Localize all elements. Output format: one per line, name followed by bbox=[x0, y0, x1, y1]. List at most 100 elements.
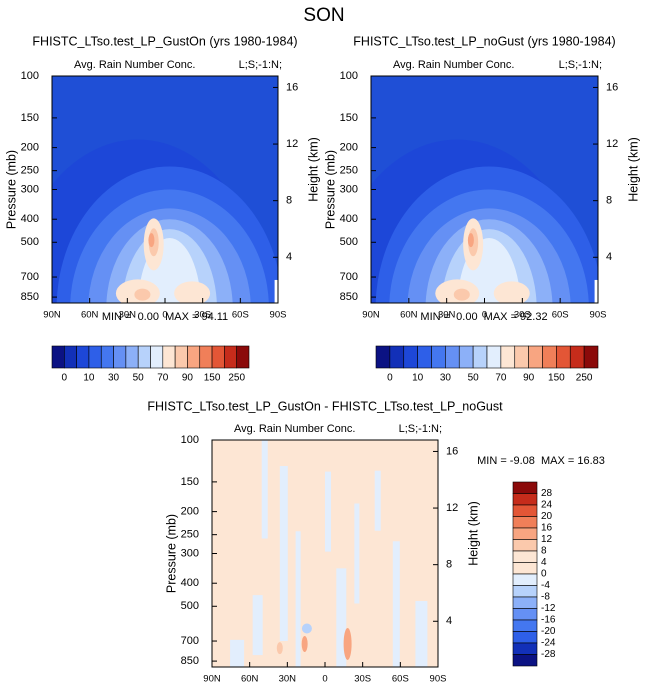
colorbar-label: 250 bbox=[576, 373, 593, 384]
colorbar-label: 50 bbox=[468, 373, 480, 384]
x-tick-label: 60S bbox=[392, 674, 409, 685]
x-tick-label: 0 bbox=[162, 310, 167, 321]
colorbar-box bbox=[514, 345, 529, 369]
colorbar-label: 0 bbox=[387, 373, 393, 384]
x-tick-label: 60S bbox=[232, 310, 249, 321]
colorbar-box bbox=[375, 345, 391, 369]
colorbar-box bbox=[512, 596, 538, 609]
colorbar-label: 50 bbox=[133, 373, 145, 384]
contour-band bbox=[453, 288, 470, 301]
contour-band bbox=[415, 601, 428, 667]
colorbar-box bbox=[500, 345, 516, 369]
colorbar-label: 4 bbox=[541, 557, 547, 568]
colorbar-label: -16 bbox=[541, 615, 556, 626]
y-tick-label: 150 bbox=[181, 476, 199, 488]
x-tick-label: 90N bbox=[43, 310, 61, 321]
y-tick-label: 200 bbox=[181, 506, 199, 518]
y2-tick-label: 4 bbox=[286, 251, 292, 263]
contour-band bbox=[148, 233, 155, 248]
y-tick-label: 700 bbox=[181, 635, 199, 647]
colorbar-box bbox=[569, 345, 585, 369]
x-tick-label: 60N bbox=[400, 310, 418, 321]
y-tick-label: 250 bbox=[181, 529, 199, 541]
contour-band bbox=[134, 288, 151, 301]
colorbar-box bbox=[556, 345, 571, 369]
y2-tick-label: 16 bbox=[606, 81, 618, 93]
y-axis-label: Pressure (mb) bbox=[323, 150, 337, 229]
contour-band bbox=[301, 623, 312, 634]
colorbar-box bbox=[174, 345, 188, 369]
colorbar-box bbox=[512, 573, 538, 586]
colorbar-box bbox=[512, 550, 538, 563]
colorbar-box bbox=[431, 345, 446, 369]
colorbar-label: -4 bbox=[541, 580, 550, 591]
colorbar-box bbox=[389, 345, 405, 369]
colorbar-box bbox=[512, 527, 538, 540]
y2-tick-label: 12 bbox=[286, 138, 298, 150]
y-tick-label: 850 bbox=[340, 291, 358, 303]
panel-title: FHISTC_LTso.test_LP_GustOn - FHISTC_LTso… bbox=[147, 399, 503, 413]
colorbar-label: 90 bbox=[182, 373, 194, 384]
contour-band bbox=[493, 281, 530, 303]
y-tick-label: 300 bbox=[21, 183, 39, 195]
colorbar-box bbox=[137, 345, 151, 369]
colorbar-label: 8 bbox=[541, 546, 547, 557]
right-string: L;S;-1:N; bbox=[559, 59, 602, 71]
x-tick-label: 30N bbox=[438, 310, 456, 321]
y2-tick-label: 8 bbox=[286, 195, 292, 207]
colorbar-box bbox=[512, 516, 538, 529]
y-tick-label: 100 bbox=[340, 70, 358, 82]
colorbar-label: -28 bbox=[541, 649, 556, 660]
colorbar-box bbox=[100, 345, 114, 369]
y-tick-label: 850 bbox=[181, 655, 199, 667]
colorbar-label: 10 bbox=[412, 373, 424, 384]
y2-tick-label: 4 bbox=[446, 615, 452, 627]
colorbar-label: 250 bbox=[228, 373, 245, 384]
x-tick-label: 90N bbox=[362, 310, 380, 321]
x-tick-label: 30S bbox=[354, 674, 371, 685]
y-tick-label: 500 bbox=[340, 236, 358, 248]
colorbar-box bbox=[113, 345, 127, 369]
x-tick-label: 30N bbox=[119, 310, 137, 321]
colorbar-box bbox=[150, 345, 164, 369]
panel: FHISTC_LTso.test_LP_GustOn - FHISTC_LTso… bbox=[147, 399, 605, 685]
y-tick-label: 250 bbox=[21, 165, 39, 177]
colorbar-label: 150 bbox=[548, 373, 565, 384]
panel: FHISTC_LTso.test_LP_noGust (yrs 1980-198… bbox=[323, 34, 640, 323]
y-axis-label: Pressure (mb) bbox=[4, 150, 18, 229]
colorbar-label: -12 bbox=[541, 603, 556, 614]
contour-band bbox=[279, 466, 288, 641]
colorbar-box bbox=[542, 345, 557, 369]
y2-tick-label: 8 bbox=[606, 195, 612, 207]
contour-band bbox=[343, 627, 352, 660]
colorbar-box bbox=[512, 539, 538, 552]
contour-band bbox=[392, 541, 400, 667]
y-tick-label: 400 bbox=[21, 213, 39, 225]
contour-band bbox=[325, 471, 331, 552]
colorbar-box bbox=[403, 345, 418, 369]
colorbar-label: 10 bbox=[83, 373, 95, 384]
x-tick-label: 90S bbox=[590, 310, 607, 321]
colorbar-label: 70 bbox=[157, 373, 169, 384]
colorbar-box bbox=[224, 345, 237, 369]
colorbar-label: 16 bbox=[541, 523, 553, 534]
colorbar: 0 10 30 50 70 90 150 250 bbox=[51, 345, 250, 384]
y2-tick-label: 8 bbox=[446, 559, 452, 571]
y-tick-label: 400 bbox=[181, 577, 199, 589]
colorbar-label: 0 bbox=[541, 569, 547, 580]
colorbar-box bbox=[236, 345, 250, 369]
colorbar-box bbox=[187, 345, 201, 369]
x-tick-label: 60S bbox=[552, 310, 569, 321]
colorbar-label: -20 bbox=[541, 626, 556, 637]
right-string: L;S;-1:N; bbox=[399, 423, 442, 435]
y2-tick-label: 12 bbox=[446, 502, 458, 514]
contour-band bbox=[276, 642, 283, 655]
y-tick-label: 500 bbox=[21, 236, 39, 248]
x-tick-label: 30N bbox=[279, 674, 297, 685]
colorbar-box bbox=[125, 345, 139, 369]
x-tick-label: 60N bbox=[81, 310, 99, 321]
y2-tick-label: 4 bbox=[606, 251, 612, 263]
colorbar-label: 30 bbox=[440, 373, 452, 384]
contour-band bbox=[301, 635, 308, 652]
